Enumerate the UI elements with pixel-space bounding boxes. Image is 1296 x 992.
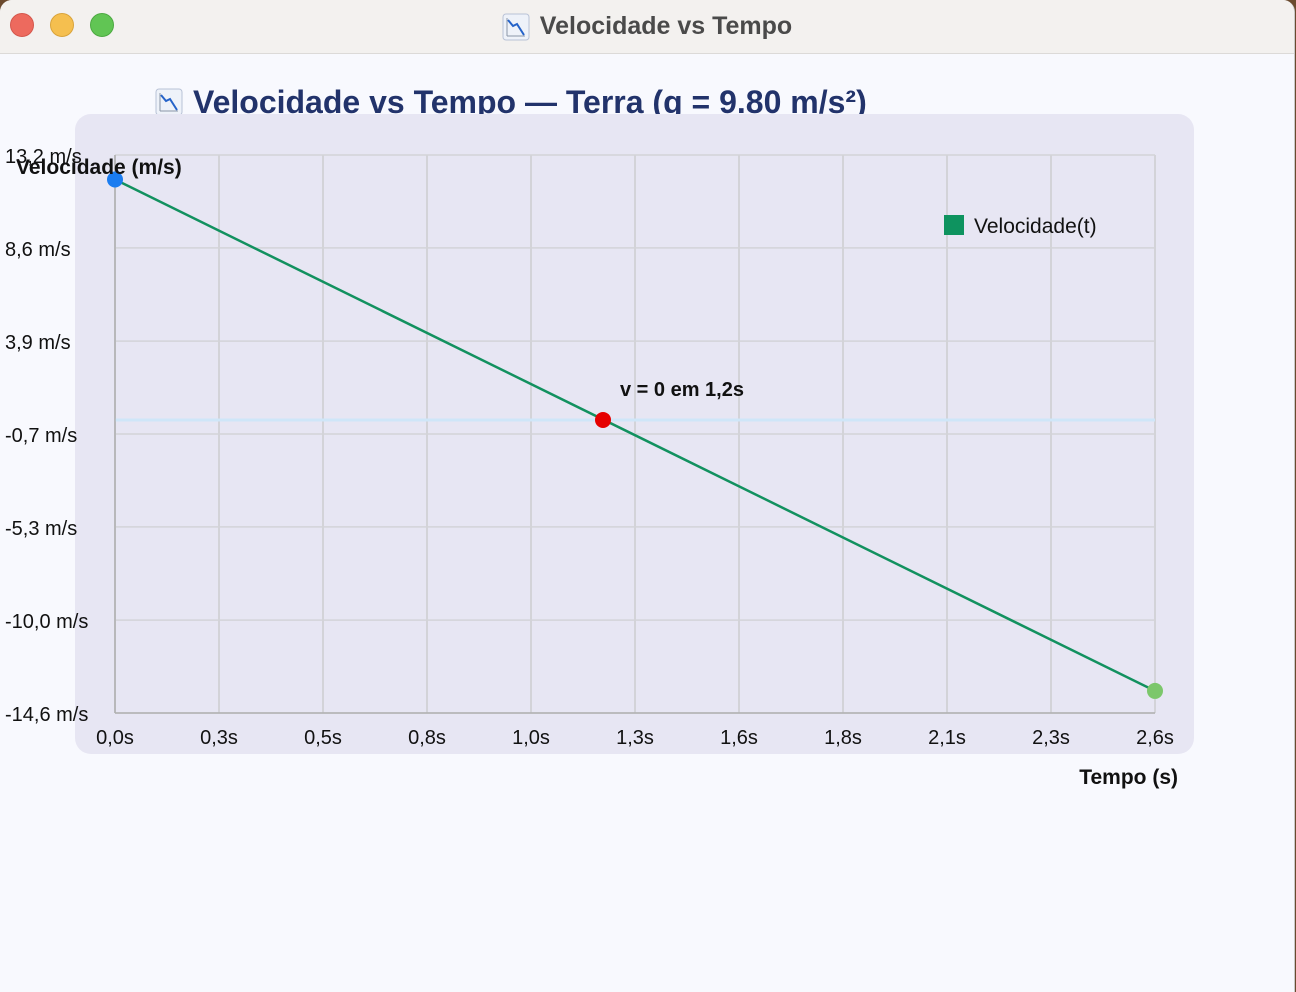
y-tick-label: -10,0 m/s — [5, 611, 88, 633]
x-tick-label: 1,0s — [512, 727, 550, 749]
x-axis-label: Tempo (s) — [1079, 766, 1178, 789]
y-tick-label: 13,2 m/s — [5, 146, 82, 168]
series-group — [114, 178, 1156, 693]
y-tick-label: -0,7 m/s — [5, 425, 77, 447]
chart-down-icon — [155, 88, 183, 114]
title-bar: Velocidade vs Tempo — [0, 0, 1294, 54]
zero-point — [595, 411, 611, 428]
start-point — [107, 171, 123, 188]
zero-annotation: v = 0 em 1,2s — [620, 379, 744, 401]
y-tick-label: -14,6 m/s — [5, 704, 88, 726]
minimize-button[interactable] — [50, 13, 74, 37]
velocity-chart: 0,0s 0,3s 0,5s 0,8s 1,0s 1,3s 1,6s 1,8s 2,1s 2,3s… — [5, 114, 1194, 789]
legend-swatch — [944, 215, 964, 235]
x-tick-label: 0,8s — [408, 727, 446, 749]
x-tick-label: 2,3s — [1032, 727, 1070, 749]
x-tick-label: 2,6s — [1136, 727, 1174, 749]
y-tick-label: -5,3 m/s — [5, 518, 77, 540]
y-tick-label: 8,6 m/s — [5, 239, 71, 261]
window-title: Velocidade vs Tempo — [539, 12, 793, 40]
x-tick-labels: 0,0s 0,3s 0,5s 0,8s 1,0s 1,3s 1,6s 1,8s 2,1s 2,3s… — [96, 727, 1174, 749]
y-tick-label: 3,9 m/s — [5, 332, 71, 354]
chart-title: Velocidade vs Tempo — Terra (g = 9.80 m/… — [193, 84, 867, 114]
marker-group — [107, 171, 1163, 699]
x-tick-label: 1,3s — [616, 727, 654, 749]
x-tick-label: 2,1s — [928, 727, 966, 749]
legend-label: Velocidade(t) — [974, 215, 1097, 238]
legend: Velocidade(t) — [944, 215, 1097, 238]
maximize-button[interactable] — [90, 13, 114, 37]
x-tick-label: 0,5s — [304, 727, 342, 749]
series-line — [114, 178, 1156, 693]
x-tick-label: 0,3s — [200, 727, 238, 749]
x-tick-label: 1,6s — [720, 727, 758, 749]
chart-down-icon — [502, 13, 530, 40]
close-button[interactable] — [10, 13, 34, 37]
end-point — [1147, 682, 1163, 699]
x-tick-label: 1,8s — [824, 727, 862, 749]
y-tick-labels: 13,2 m/s 8,6 m/s 3,9 m/s -0,7 m/s -5,3 m/s -1… — [5, 146, 88, 726]
x-tick-label: 0,0s — [96, 727, 134, 749]
y-axis-label: Velocidade (m/s) — [16, 156, 182, 179]
page-title: Velocidade vs Tempo — Terra (g = 9.80 m/… — [155, 82, 867, 114]
